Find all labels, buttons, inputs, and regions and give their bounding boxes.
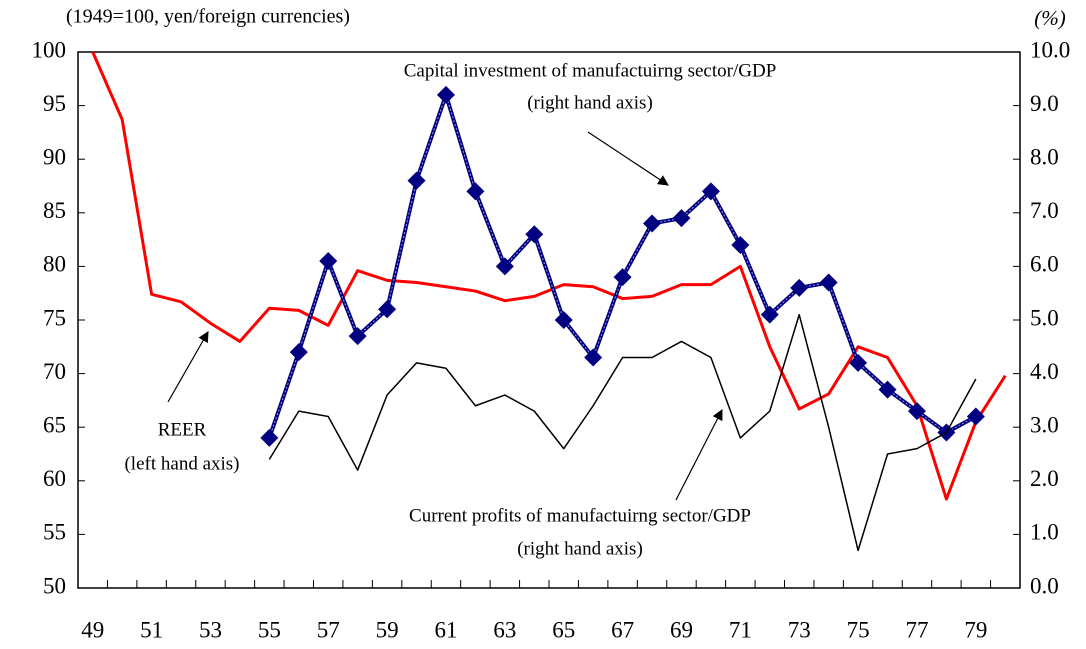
y2-unit: (%) [1034,6,1065,30]
y-tick-label: 95 [43,91,66,116]
annotation: (right hand axis) [517,538,643,559]
y-tick-label: 50 [43,573,66,598]
y2-tick-label: 1.0 [1030,520,1059,545]
point [643,214,662,233]
point [554,311,573,329]
chart-title: (1949=100, yen/foreign currencies) [66,6,350,28]
annotation: (right hand axis) [527,92,653,113]
x-tick-label: 65 [552,617,575,642]
point [878,380,897,399]
point [289,343,308,362]
x-tick-label: 79 [964,617,987,642]
y-tick-label: 55 [43,520,66,545]
x-tick-label: 77 [905,617,928,642]
y-tick-label: 85 [43,198,66,223]
y2-tick-label: 10.0 [1030,37,1070,62]
annotation: Current profits of manufactuirng sector/… [409,505,751,526]
y-tick-label: 75 [43,305,66,330]
annotation: (left hand axis) [124,453,239,474]
point [407,171,426,190]
x-tick-label: 59 [376,617,399,642]
point [672,209,691,228]
x-tick-label: 53 [199,617,222,642]
x-tick-label: 69 [670,617,693,642]
series-line [267,92,977,439]
point [613,268,632,287]
y2-tick-label: 8.0 [1030,144,1059,169]
point [701,182,720,201]
y2-tick-label: 0.0 [1030,573,1059,598]
y2-tick-label: 4.0 [1030,359,1059,384]
x-tick-label: 71 [729,617,752,642]
annotation: REER [158,419,207,440]
x-tick-label: 67 [611,617,634,642]
y2-tick-label: 6.0 [1030,252,1059,277]
y-tick-label: 70 [43,359,66,384]
x-tick-label: 61 [434,617,457,642]
point [849,353,868,372]
y-tick-label: 65 [43,412,66,437]
y2-tick-label: 5.0 [1030,305,1059,330]
point [966,407,985,426]
point [819,273,838,292]
y2-tick-label: 2.0 [1030,466,1059,491]
arrow [587,131,669,186]
arrow [167,331,209,403]
point [525,225,544,244]
x-tick-label: 55 [258,617,281,642]
point [790,278,809,297]
y2-tick-label: 7.0 [1030,198,1059,223]
point [348,327,367,346]
x-tick-label: 49 [81,617,104,642]
point [584,348,603,367]
x-tick-label: 57 [317,617,340,642]
series-line [268,313,977,552]
series-line-inner [268,93,977,439]
point [260,428,279,447]
y2-tick-label: 9.0 [1030,91,1059,116]
arrow [675,409,723,501]
y-tick-label: 90 [43,144,66,169]
point [731,235,750,254]
y2-tick-label: 3.0 [1030,412,1059,437]
point [466,182,485,201]
y-tick-label: 60 [43,466,66,491]
point [436,85,455,104]
point [907,402,926,421]
point [319,252,338,271]
point [378,300,397,319]
x-tick-label: 63 [493,617,516,642]
point [760,305,779,324]
x-tick-label: 73 [788,617,811,642]
y-tick-label: 100 [32,37,67,62]
x-tick-label: 75 [847,617,870,642]
x-tick-label: 51 [140,617,163,642]
annotation: Capital investment of manufactuirng sect… [404,60,777,81]
point [495,257,514,276]
y-tick-label: 80 [43,252,66,277]
